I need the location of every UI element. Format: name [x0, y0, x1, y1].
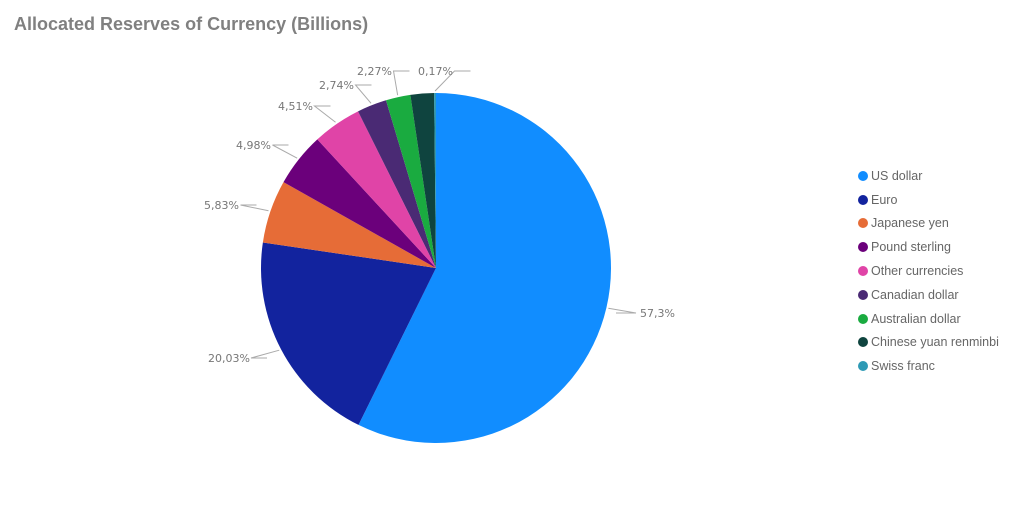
slice-labels: 57,3% 20,03% 5,83% 4,98% 4,51% 2,74%2,27% 0,17…: [204, 65, 675, 365]
pie-slice-chinese-yuan-renminbi[interactable]: [410, 93, 436, 268]
slice-value-label: 57,3%: [640, 307, 675, 320]
legend-dot-icon: [858, 242, 868, 253]
leader-line: [608, 307, 637, 314]
leader-line: [392, 70, 410, 96]
legend-dot-icon: [858, 218, 868, 229]
legend-label: Other currencies: [871, 264, 964, 279]
slice-value-label: 2,74%: [319, 79, 354, 92]
legend-item-us-dollar[interactable]: US dollar: [858, 164, 999, 188]
legend: US dollar Euro Japanese yen Pound sterling O…: [858, 164, 999, 378]
leader-line: [354, 84, 372, 104]
legend-label: Chinese yuan renminbi: [871, 335, 999, 350]
legend-item-euro[interactable]: Euro: [858, 188, 999, 212]
leader-line: [313, 105, 336, 123]
legend-item-japanese-yen[interactable]: Japanese yen: [858, 212, 999, 236]
legend-item-other-currencies[interactable]: Other currencies: [858, 259, 999, 283]
legend-dot-icon: [858, 289, 868, 300]
legend-label: Pound sterling: [871, 240, 951, 255]
slice-value-label: 20,03%: [208, 352, 250, 365]
legend-dot-icon: [858, 337, 868, 348]
legend-label: Euro: [871, 192, 898, 207]
pie-slice-japanese-yen[interactable]: [262, 182, 436, 268]
legend-item-canadian-dollar[interactable]: Canadian dollar: [858, 283, 999, 307]
legend-item-australian-dollar[interactable]: Australian dollar: [858, 307, 999, 331]
legend-item-pound-sterling[interactable]: Pound sterling: [858, 235, 999, 259]
legend-dot-icon: [858, 170, 868, 181]
legend-item-swiss-franc[interactable]: Swiss franc: [858, 354, 999, 378]
legend-dot-icon: [858, 266, 868, 277]
legend-dot-icon: [858, 313, 868, 324]
chart-title: Allocated Reserves of Currency (Billions…: [14, 14, 369, 34]
legend-item-chinese-yuan-renminbi[interactable]: Chinese yuan renminbi: [858, 331, 999, 355]
slice-value-label: 2,27%: [357, 65, 392, 78]
leader-line: [240, 204, 269, 212]
pie-slice-australian-dollar[interactable]: [386, 94, 436, 269]
leader-line: [272, 144, 298, 159]
slice-value-label: 4,51%: [278, 100, 313, 113]
slice-value-label: 4,98%: [236, 139, 271, 152]
legend-label: Swiss franc: [871, 359, 935, 374]
pie-slice-pound-sterling[interactable]: [283, 139, 436, 268]
legend-label: Japanese yen: [871, 216, 949, 231]
pie-slice-other-currencies[interactable]: [317, 111, 436, 269]
slice-value-label: 5,83%: [204, 199, 239, 212]
pie-slice-us-dollar[interactable]: [358, 93, 612, 443]
legend-dot-icon: [858, 361, 868, 372]
legend-dot-icon: [858, 194, 868, 205]
legend-label: Australian dollar: [871, 311, 961, 326]
legend-label: US dollar: [871, 168, 923, 183]
pie-slices: [260, 93, 612, 443]
pie-slice-canadian-dollar[interactable]: [358, 100, 436, 268]
leader-line: [434, 70, 471, 92]
slice-value-label: 0,17%: [418, 65, 453, 78]
leader-line: [250, 349, 280, 359]
pie-slice-euro[interactable]: [260, 242, 436, 425]
pie-slice-swiss-franc[interactable]: [434, 93, 436, 268]
legend-label: Canadian dollar: [871, 287, 959, 302]
